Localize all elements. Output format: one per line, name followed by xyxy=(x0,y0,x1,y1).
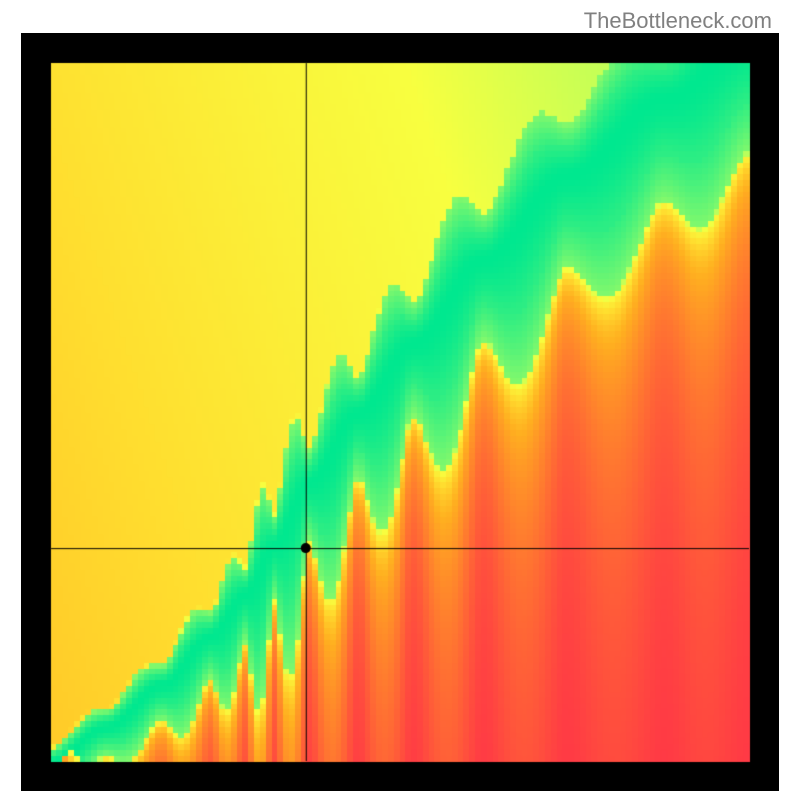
chart-container: TheBottleneck.com xyxy=(0,0,800,800)
plot-area xyxy=(21,33,779,791)
overlay-canvas xyxy=(21,33,779,791)
watermark-text: TheBottleneck.com xyxy=(584,8,772,34)
